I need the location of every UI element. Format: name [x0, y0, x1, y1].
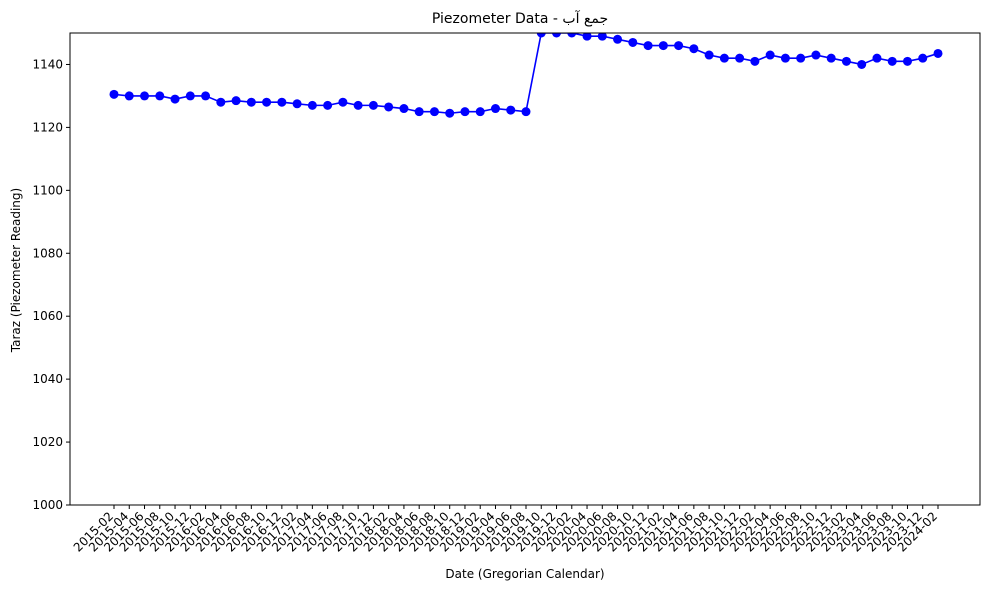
data-point [765, 50, 775, 60]
data-point [429, 107, 439, 117]
plot-frame [69, 32, 981, 506]
y-tick-label: 1120 [32, 120, 63, 134]
data-point [735, 53, 745, 63]
data-point [643, 41, 653, 51]
y-tick-label: 1000 [32, 498, 63, 512]
chart-title: Piezometer Data - جمع آب [432, 10, 608, 27]
data-point [368, 100, 378, 110]
data-point [567, 33, 577, 38]
data-point [353, 100, 363, 110]
data-point [216, 97, 226, 107]
data-point [506, 105, 516, 115]
y-tick-label: 1040 [32, 372, 63, 386]
data-point [613, 34, 623, 44]
data-point [460, 107, 470, 117]
data-point [780, 53, 790, 63]
y-axis-label: Taraz (Piezometer Reading) [9, 188, 23, 353]
data-point [399, 104, 409, 114]
x-axis-label: Date (Gregorian Calendar) [445, 567, 604, 581]
data-point [490, 104, 500, 114]
data-point [811, 50, 821, 60]
data-point [719, 53, 729, 63]
data-point [933, 48, 943, 58]
data-point [857, 59, 867, 69]
data-point [231, 96, 241, 106]
y-tick-label: 1020 [32, 435, 63, 449]
data-point [826, 53, 836, 63]
data-point [658, 41, 668, 51]
data-point [185, 91, 195, 101]
data-point [201, 91, 211, 101]
data-point [140, 91, 150, 101]
data-point [796, 53, 806, 63]
data-point [628, 37, 638, 47]
series-group [109, 33, 943, 118]
data-point [704, 50, 714, 60]
data-point [597, 33, 607, 41]
data-point [521, 107, 531, 117]
data-point [582, 33, 592, 41]
y-tick-label: 1060 [32, 309, 63, 323]
data-point [414, 107, 424, 117]
data-point [155, 91, 165, 101]
data-point [338, 97, 348, 107]
data-point [689, 44, 699, 54]
data-point [445, 108, 455, 118]
y-tick-label: 1100 [32, 183, 63, 197]
data-point [109, 89, 119, 99]
data-point [277, 97, 287, 107]
data-point [674, 41, 684, 51]
data-point [902, 56, 912, 66]
data-point [124, 91, 134, 101]
data-point [841, 56, 851, 66]
data-point [918, 53, 928, 63]
data-point [475, 107, 485, 117]
data-point [384, 102, 394, 112]
data-point [887, 56, 897, 66]
data-point [872, 53, 882, 63]
y-tick-label: 1140 [32, 57, 63, 71]
data-point [292, 99, 302, 109]
plot-area: 100010201040106010801100112011402015-022… [32, 32, 981, 555]
data-point [552, 33, 562, 38]
data-point [307, 100, 317, 110]
data-point [170, 94, 180, 104]
data-point [750, 56, 760, 66]
data-point [536, 33, 546, 38]
data-point [262, 97, 272, 107]
data-point [323, 100, 333, 110]
y-tick-label: 1080 [32, 246, 63, 260]
data-point [246, 97, 256, 107]
